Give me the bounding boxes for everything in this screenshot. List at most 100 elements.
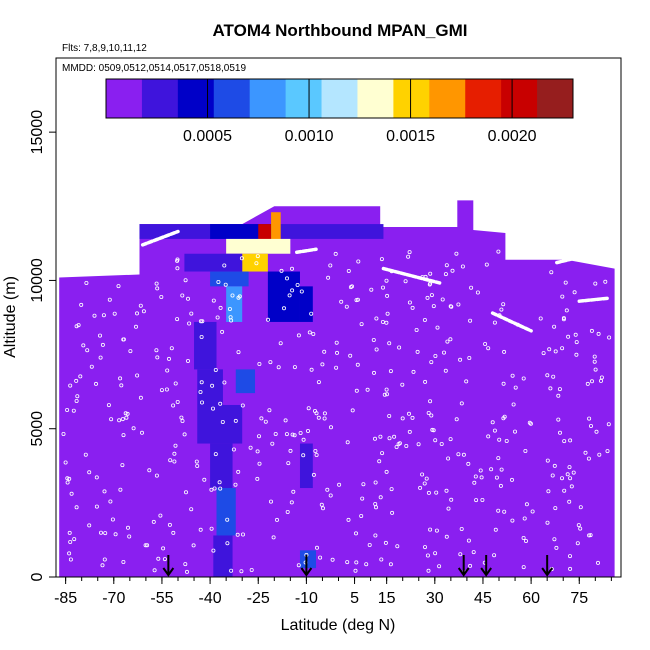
observation-marker: [211, 298, 216, 303]
observation-marker: [562, 439, 567, 444]
flight-track: [577, 296, 610, 303]
observation-marker: [429, 360, 434, 365]
observation-marker: [199, 334, 204, 339]
observation-marker: [449, 304, 454, 309]
observation-marker: [311, 331, 316, 336]
observation-marker: [290, 288, 295, 293]
observation-marker: [490, 420, 495, 425]
observation-marker: [437, 564, 442, 569]
observation-marker: [501, 381, 506, 386]
observation-marker: [510, 518, 515, 523]
observation-marker: [380, 285, 385, 290]
observation-marker: [289, 500, 294, 505]
observation-marker: [359, 514, 364, 519]
observation-marker: [333, 251, 338, 256]
observation-marker: [590, 379, 595, 384]
observation-marker: [605, 449, 610, 454]
observation-marker: [133, 324, 138, 329]
observation-marker: [83, 452, 88, 457]
flight-track: [490, 311, 533, 333]
observation-marker: [71, 408, 76, 413]
observation-marker: [430, 427, 435, 432]
observation-marker: [296, 563, 301, 568]
colorbar-segment: [393, 79, 430, 118]
observation-marker: [268, 360, 273, 365]
observation-marker: [554, 545, 559, 550]
observation-marker: [164, 387, 169, 392]
observation-marker: [466, 538, 471, 543]
chart-title: ATOM4 Northbound MPAN_GMI: [213, 21, 468, 40]
observation-marker: [180, 293, 185, 298]
observation-marker: [63, 460, 68, 465]
observation-marker: [388, 562, 393, 567]
observation-marker: [448, 437, 453, 442]
observation-marker: [283, 418, 288, 423]
observation-marker: [548, 386, 553, 391]
observation-marker: [414, 327, 419, 332]
observation-marker: [560, 476, 565, 481]
observation-marker: [228, 315, 233, 320]
flight-tracks: [140, 229, 610, 333]
observation-marker: [444, 534, 449, 539]
observation-marker: [524, 502, 529, 507]
observation-marker: [108, 499, 113, 504]
observation-marker: [74, 398, 79, 403]
observation-marker: [74, 324, 79, 329]
observation-marker: [134, 311, 139, 316]
observation-marker: [388, 369, 393, 374]
observation-marker: [316, 380, 321, 385]
observation-marker: [141, 309, 146, 314]
observation-marker: [354, 560, 359, 565]
colorbar-frame: [105, 78, 574, 119]
observation-marker: [379, 557, 384, 562]
observation-marker: [426, 490, 431, 495]
observation-marker: [311, 472, 316, 477]
observation-marker: [390, 510, 395, 515]
observation-marker: [209, 487, 214, 492]
observation-marker: [99, 530, 104, 535]
observation-marker: [135, 373, 140, 378]
observation-marker: [568, 554, 573, 559]
observation-marker: [328, 425, 333, 430]
observation-marker: [75, 394, 80, 399]
observation-marker: [353, 531, 358, 536]
observation-marker: [159, 388, 164, 393]
observation-marker: [389, 487, 394, 492]
observation-marker: [592, 354, 597, 359]
observation-marker: [225, 541, 230, 546]
observation-marker: [367, 543, 372, 548]
observation-marker: [123, 411, 128, 416]
observation-marker: [223, 282, 228, 287]
colorbar-tick-label: 0.0015: [386, 128, 435, 145]
y-tick-label: 15000: [29, 110, 46, 155]
observation-marker: [422, 545, 427, 550]
flight-track: [295, 247, 318, 255]
observation-marker: [359, 322, 364, 327]
observation-marker: [175, 257, 180, 262]
observation-marker: [212, 486, 217, 491]
observation-marker: [480, 497, 485, 502]
observation-marker: [486, 346, 491, 351]
observation-marker: [459, 401, 464, 406]
observation-marker: [387, 413, 392, 418]
observation-marker: [350, 408, 355, 413]
x-tick-label: 45: [474, 590, 492, 607]
observation-marker: [239, 569, 244, 574]
observation-marker: [124, 415, 129, 420]
observation-marker: [546, 489, 551, 494]
heatmap-cell: [184, 253, 243, 272]
observation-marker: [513, 385, 518, 390]
observation-marker: [423, 379, 428, 384]
observation-marker: [74, 378, 79, 383]
observation-marker: [567, 499, 572, 504]
observation-marker: [521, 376, 526, 381]
observation-marker: [527, 420, 532, 425]
observation-marker: [210, 406, 215, 411]
observation-marker: [400, 416, 405, 421]
observation-marker: [218, 305, 223, 310]
observation-marker: [599, 378, 604, 383]
observation-marker: [426, 568, 431, 573]
observation-marker: [524, 539, 529, 544]
observation-marker: [239, 256, 244, 261]
